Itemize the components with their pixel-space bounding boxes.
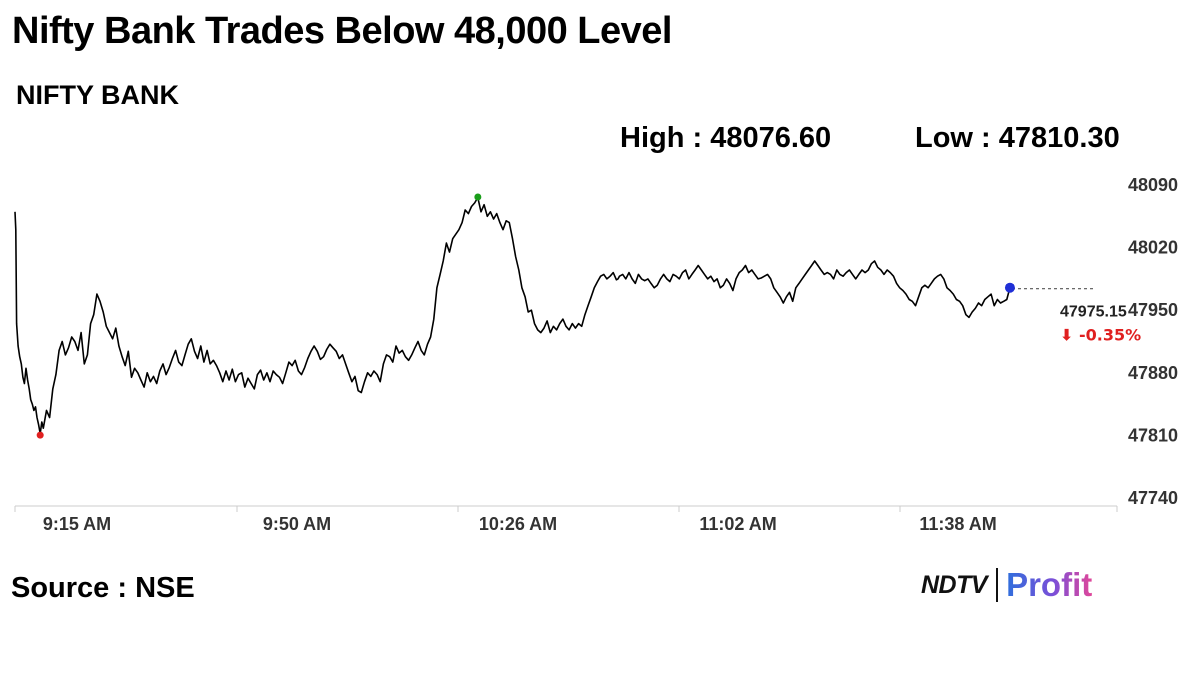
day-low-marker bbox=[36, 431, 44, 439]
y-tick-label: 47950 bbox=[1128, 300, 1178, 320]
x-tick-label: 9:15 AM bbox=[43, 514, 111, 534]
day-low-label: Low : 47810.30 bbox=[915, 122, 1120, 154]
last-price-label: 47975.15 bbox=[1060, 304, 1127, 321]
chart-series bbox=[14, 193, 1093, 439]
chart-axes bbox=[14, 505, 1118, 512]
y-tick-label: 47880 bbox=[1128, 363, 1178, 383]
logo-divider bbox=[996, 568, 999, 602]
index-name: NIFTY BANK bbox=[16, 80, 180, 110]
x-tick-label: 11:02 AM bbox=[699, 514, 776, 534]
source-label: Source : NSE bbox=[11, 572, 195, 604]
x-tick-label: 10:26 AM bbox=[479, 514, 557, 534]
last-price-marker bbox=[1004, 282, 1015, 293]
page-title: Nifty Bank Trades Below 48,000 Level bbox=[12, 10, 672, 52]
logo-profit-text: Profit bbox=[1006, 566, 1093, 603]
x-tick-label: 11:38 AM bbox=[919, 514, 996, 534]
price-line bbox=[14, 196, 1011, 435]
day-high-label: High : 48076.60 bbox=[620, 122, 832, 154]
logo-ndtv-text: NDTV bbox=[921, 570, 988, 599]
y-tick-label: 48020 bbox=[1128, 238, 1178, 258]
y-tick-label: 47740 bbox=[1128, 488, 1178, 508]
ndtv-profit-logo: NDTV Profit bbox=[921, 566, 1092, 604]
x-tick-label: 9:50 AM bbox=[263, 514, 331, 534]
day-high-marker bbox=[474, 193, 482, 201]
chart-labels: 9:15 AM 9:50 AM 10:26 AM 11:02 AM 11:38 AM 48… bbox=[43, 175, 1178, 534]
y-tick-label: 48090 bbox=[1128, 175, 1178, 195]
change-percent-label: ⬇ -0.35% bbox=[1060, 326, 1141, 345]
y-tick-label: 47810 bbox=[1128, 425, 1178, 445]
